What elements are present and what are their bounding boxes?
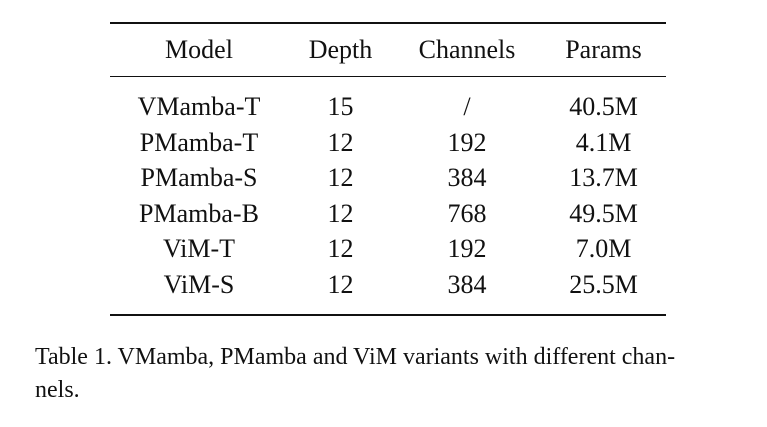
cell-model: ViM-S (163, 269, 235, 299)
table-row: PMamba-S 12 384 13.7M (110, 160, 666, 196)
cell-model: PMamba-S (140, 163, 258, 192)
cell-model: ViM-T (162, 234, 236, 263)
table-body: VMamba-T 15 / 40.5M PMamba-T 12 192 4.1M… (110, 77, 666, 315)
header-model: Model (165, 35, 233, 64)
table-row: ViM-T 12 192 7.0M (110, 231, 666, 267)
variants-table-container: Model Depth Channels Params VMamba-T 15 … (110, 22, 666, 316)
header-channels: Channels (418, 35, 516, 64)
table-row: PMamba-T 12 192 4.1M (110, 125, 666, 161)
cell-model: PMamba-B (139, 198, 259, 228)
header-depth: Depth (308, 35, 373, 64)
cell-depth: 12 (327, 269, 354, 299)
cell-channels: / (463, 92, 471, 121)
caption-line-1: Table 1. VMamba, PMamba and ViM variants… (35, 344, 676, 370)
cell-params: 49.5M (569, 198, 638, 228)
cell-depth: 12 (327, 163, 354, 192)
cell-params: 40.5M (569, 92, 638, 121)
cell-channels: 384 (447, 163, 487, 192)
cell-params: 25.5M (569, 269, 638, 299)
cell-channels: 384 (447, 269, 487, 299)
cell-channels: 192 (447, 127, 487, 157)
cell-depth: 12 (327, 234, 354, 263)
header-params: Params (565, 35, 642, 64)
variants-table: Model Depth Channels Params VMamba-T 15 … (110, 22, 666, 316)
table-caption: Table 1. VMamba, PMamba and ViM variants… (35, 341, 747, 407)
caption-line-2: nels. (35, 377, 80, 403)
table-row: ViM-S 12 384 25.5M (110, 267, 666, 315)
table-row: PMamba-B 12 768 49.5M (110, 196, 666, 232)
cell-model: VMamba-T (137, 92, 261, 121)
cell-depth: 12 (327, 198, 354, 228)
table-header: Model Depth Channels Params (110, 23, 666, 77)
cell-channels: 768 (447, 198, 487, 228)
cell-channels: 192 (447, 234, 487, 263)
cell-params: 7.0M (575, 234, 632, 263)
cell-params: 13.7M (569, 163, 638, 192)
header-row: Model Depth Channels Params (110, 23, 666, 77)
cell-depth: 15 (327, 92, 354, 121)
cell-depth: 12 (327, 127, 354, 157)
cell-model: PMamba-T (139, 127, 259, 157)
table-row: VMamba-T 15 / 40.5M (110, 77, 666, 125)
cell-params: 4.1M (575, 127, 632, 157)
